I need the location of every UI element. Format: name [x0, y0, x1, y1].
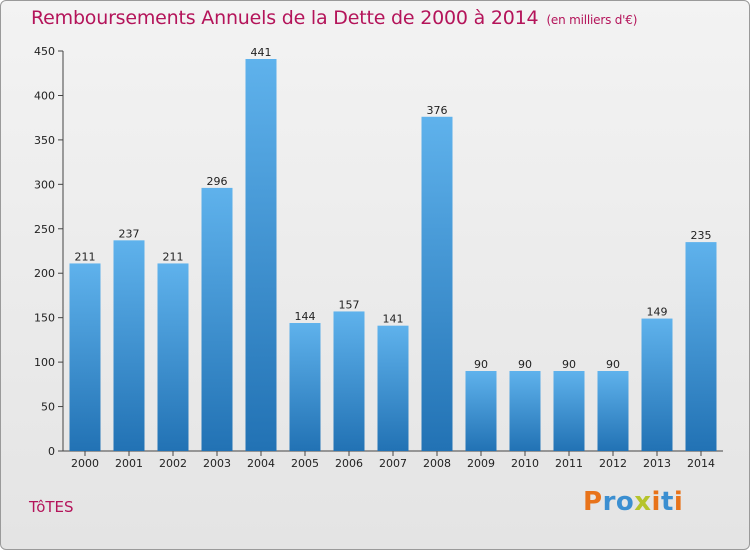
logo-letter: x [634, 487, 652, 517]
bar-2009 [465, 371, 497, 451]
bar-2005 [289, 323, 321, 451]
y-tick-label: 450 [34, 45, 55, 58]
logo-letter: P [583, 487, 603, 517]
bar-2004 [245, 59, 277, 451]
x-tick-label-2013: 2013 [643, 457, 671, 470]
y-tick-label: 350 [34, 134, 55, 147]
bar-2003 [201, 187, 233, 451]
x-tick-label-2011: 2011 [555, 457, 583, 470]
value-label-2005: 144 [295, 310, 316, 323]
x-tick-label-2009: 2009 [467, 457, 495, 470]
y-tick-label: 200 [34, 267, 55, 280]
value-label-2001: 237 [119, 227, 140, 240]
x-tick-label-2004: 2004 [247, 457, 275, 470]
x-tick-label-2005: 2005 [291, 457, 319, 470]
y-tick-label: 150 [34, 312, 55, 325]
x-tick-label-2001: 2001 [115, 457, 143, 470]
y-tick-label: 400 [34, 89, 55, 102]
value-label-2003: 296 [207, 175, 228, 188]
y-tick-label: 100 [34, 356, 55, 369]
bar-2010 [509, 371, 541, 451]
bar-2014 [685, 242, 717, 451]
value-label-2000: 211 [75, 250, 96, 263]
value-label-2007: 141 [383, 313, 404, 326]
logo-letter: i [651, 487, 661, 517]
value-label-2004: 441 [251, 46, 272, 59]
value-label-2013: 149 [647, 306, 668, 319]
value-label-2014: 235 [691, 229, 712, 242]
value-label-2002: 211 [163, 250, 184, 263]
x-tick-label-2010: 2010 [511, 457, 539, 470]
bar-2006 [333, 311, 365, 451]
bar-2011 [553, 371, 585, 451]
value-label-2011: 90 [562, 358, 576, 371]
bar-2000 [69, 263, 101, 451]
bar-2012 [597, 371, 629, 451]
logo-letter: o [615, 487, 635, 517]
bar-2013 [641, 318, 673, 451]
bar-2008 [421, 116, 453, 452]
title-text: Remboursements Annuels de la Dette de 20… [31, 7, 539, 29]
value-label-2008: 376 [427, 104, 448, 117]
x-tick-label-2007: 2007 [379, 457, 407, 470]
y-tick-label: 250 [34, 223, 55, 236]
x-tick-label-2012: 2012 [599, 457, 627, 470]
x-tick-label-2003: 2003 [203, 457, 231, 470]
logo-letter: i [673, 487, 684, 517]
x-tick-label-2008: 2008 [423, 457, 451, 470]
logo-letter: r [602, 487, 616, 517]
value-label-2012: 90 [606, 358, 620, 371]
value-label-2006: 157 [339, 298, 360, 311]
commune-name: TôTES [29, 498, 74, 516]
bar-2002 [157, 263, 189, 451]
title-unit: (en milliers d'€) [546, 13, 638, 27]
x-tick-label-2014: 2014 [687, 457, 715, 470]
bar-2001 [113, 240, 145, 451]
y-tick-label: 0 [48, 445, 55, 458]
y-tick-label: 50 [41, 401, 55, 414]
x-tick-label-2006: 2006 [335, 457, 363, 470]
x-tick-label-2002: 2002 [159, 457, 187, 470]
proxiti-logo: Proxiti [583, 487, 683, 517]
logo-letter: t [660, 487, 674, 517]
value-label-2010: 90 [518, 358, 532, 371]
x-tick-label-2000: 2000 [71, 457, 99, 470]
chart-title: Remboursements Annuels de la Dette de 20… [31, 7, 637, 29]
y-tick-label: 300 [34, 178, 55, 191]
bar-2007 [377, 325, 409, 451]
value-label-2009: 90 [474, 358, 488, 371]
